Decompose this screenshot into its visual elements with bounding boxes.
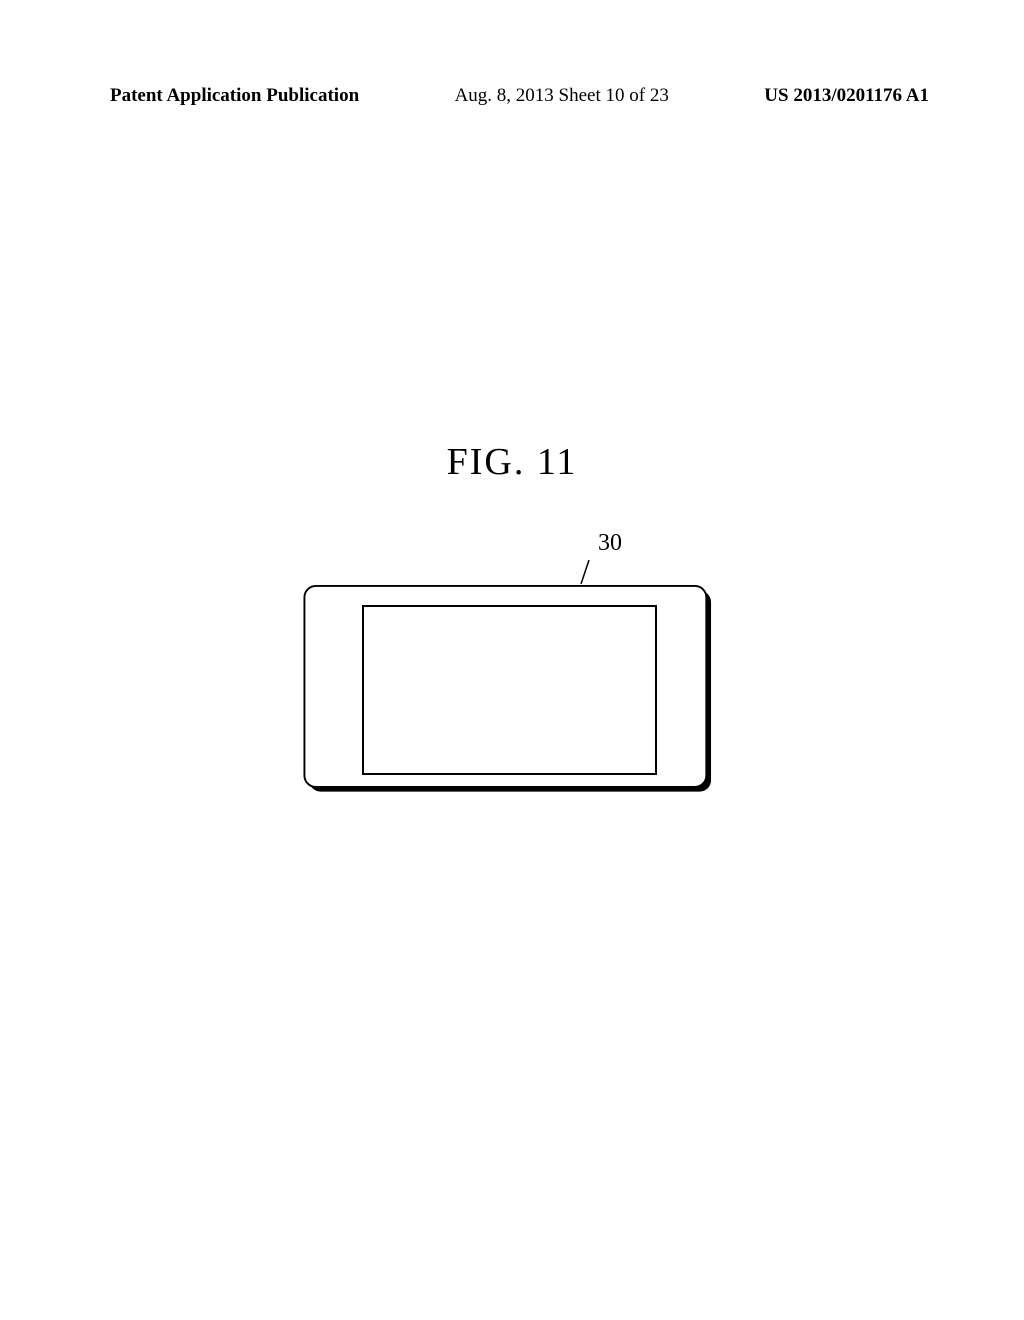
figure-title: FIG. 11 <box>447 440 578 484</box>
date-sheet-info: Aug. 8, 2013 Sheet 10 of 23 <box>455 85 669 107</box>
page-header: Patent Application Publication Aug. 8, 2… <box>0 85 1024 107</box>
patent-diagram: 30 <box>297 530 727 810</box>
publication-type: Patent Application Publication <box>110 85 359 107</box>
publication-number: US 2013/0201176 A1 <box>764 85 929 107</box>
leader-line <box>579 560 609 588</box>
reference-number-label: 30 <box>598 530 622 557</box>
screen-rectangle <box>362 605 657 775</box>
